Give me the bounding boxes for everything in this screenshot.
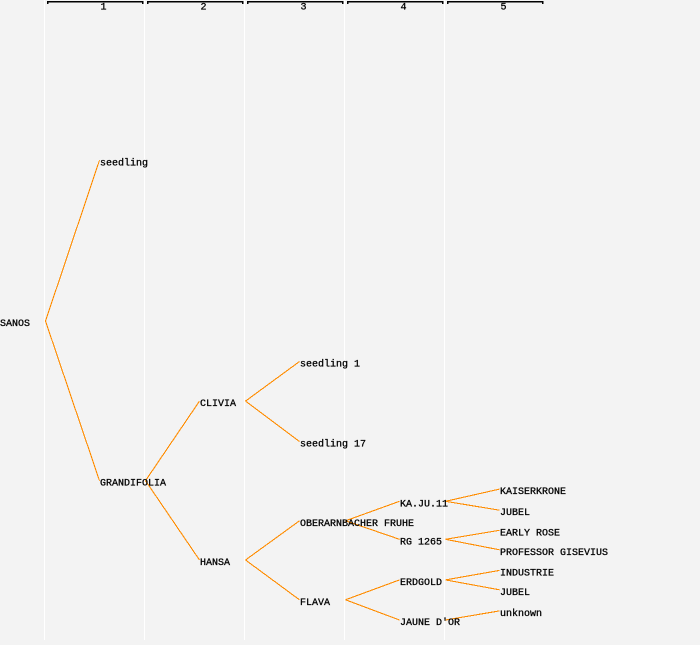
svg-text:SANOS: SANOS xyxy=(0,319,30,330)
svg-text:JUBEL: JUBEL xyxy=(500,588,530,599)
svg-text:PROFESSOR GISEVIUS: PROFESSOR GISEVIUS xyxy=(500,548,608,559)
svg-text:OBERARNBACHER FRUHE: OBERARNBACHER FRUHE xyxy=(300,519,414,530)
svg-text:GRANDIFOLIA: GRANDIFOLIA xyxy=(100,479,166,490)
svg-text:RG 1265: RG 1265 xyxy=(400,537,442,548)
svg-text:1: 1 xyxy=(101,3,107,14)
svg-text:4: 4 xyxy=(401,3,407,14)
svg-text:KAISERKRONE: KAISERKRONE xyxy=(500,487,566,498)
svg-text:2: 2 xyxy=(201,3,207,14)
svg-text:JUBEL: JUBEL xyxy=(500,508,530,519)
svg-text:FLAVA: FLAVA xyxy=(300,598,330,609)
svg-text:seedling 1: seedling 1 xyxy=(300,359,360,371)
svg-text:INDUSTRIE: INDUSTRIE xyxy=(500,568,554,579)
svg-text:5: 5 xyxy=(501,3,507,14)
svg-text:HANSA: HANSA xyxy=(200,558,230,569)
svg-text:EARLY ROSE: EARLY ROSE xyxy=(500,528,560,539)
svg-text:3: 3 xyxy=(301,3,307,14)
svg-text:JAUNE D'OR: JAUNE D'OR xyxy=(400,617,460,629)
svg-text:seedling 17: seedling 17 xyxy=(300,439,366,451)
svg-text:seedling: seedling xyxy=(100,157,148,169)
svg-text:KA.JU.11: KA.JU.11 xyxy=(400,499,448,510)
svg-text:unknown: unknown xyxy=(500,608,542,620)
svg-text:ERDGOLD: ERDGOLD xyxy=(400,578,442,589)
svg-text:CLIVIA: CLIVIA xyxy=(200,399,236,410)
